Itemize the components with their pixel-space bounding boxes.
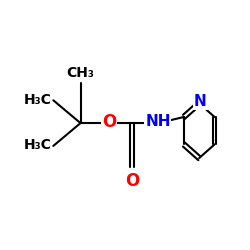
Text: CH₃: CH₃	[66, 66, 94, 80]
Text: NH: NH	[145, 114, 171, 129]
Text: H₃C: H₃C	[24, 138, 51, 152]
Text: N: N	[194, 94, 207, 109]
Text: O: O	[125, 172, 140, 190]
Text: O: O	[102, 112, 116, 130]
Text: H₃C: H₃C	[24, 92, 51, 106]
